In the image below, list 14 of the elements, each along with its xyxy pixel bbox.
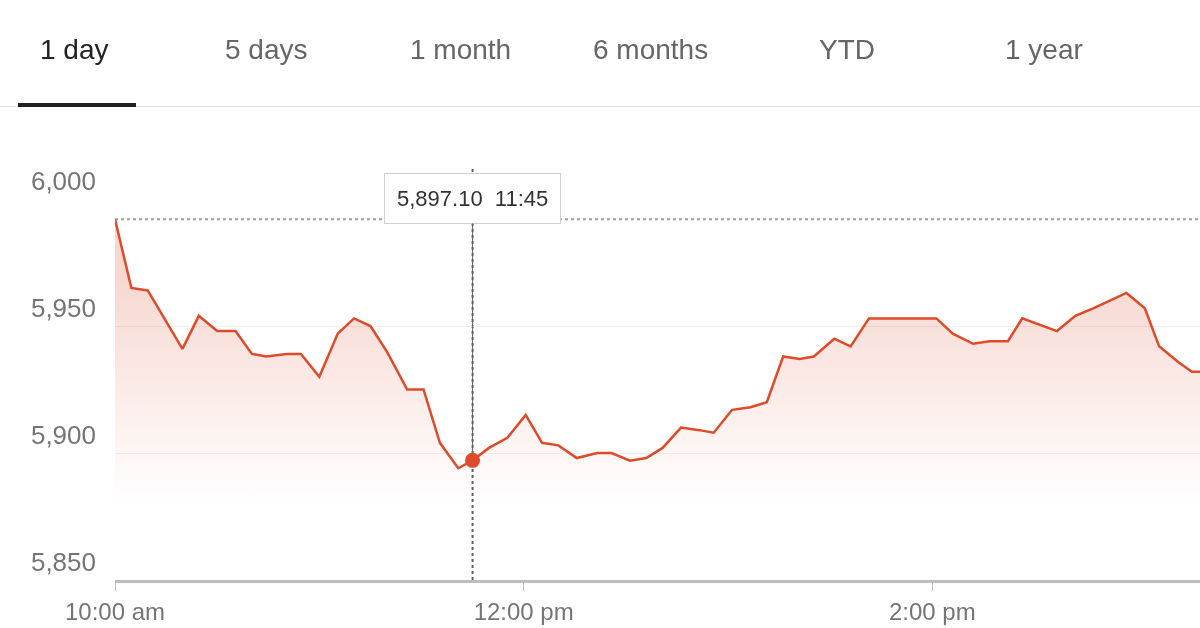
text: 1 day	[40, 34, 109, 66]
y-tick-label: 5,900	[30, 419, 96, 450]
x-tick-label: 2:00 pm	[888, 597, 976, 625]
x-tick-label: 12:00 pm	[473, 597, 574, 625]
annotation: 5,897.10 11:45	[397, 186, 549, 211]
text: 1 month	[410, 34, 512, 66]
text: 1 year	[1005, 34, 1083, 66]
text: 5 days	[225, 34, 308, 66]
text: 6 months	[593, 34, 709, 66]
text: YTD	[819, 34, 875, 66]
y-tick-label: 5,950	[30, 292, 96, 323]
x-tick-label: 10:00 am	[64, 597, 166, 625]
y-tick-label: 6,000	[30, 165, 96, 196]
y-tick-label: 5,850	[30, 546, 96, 577]
